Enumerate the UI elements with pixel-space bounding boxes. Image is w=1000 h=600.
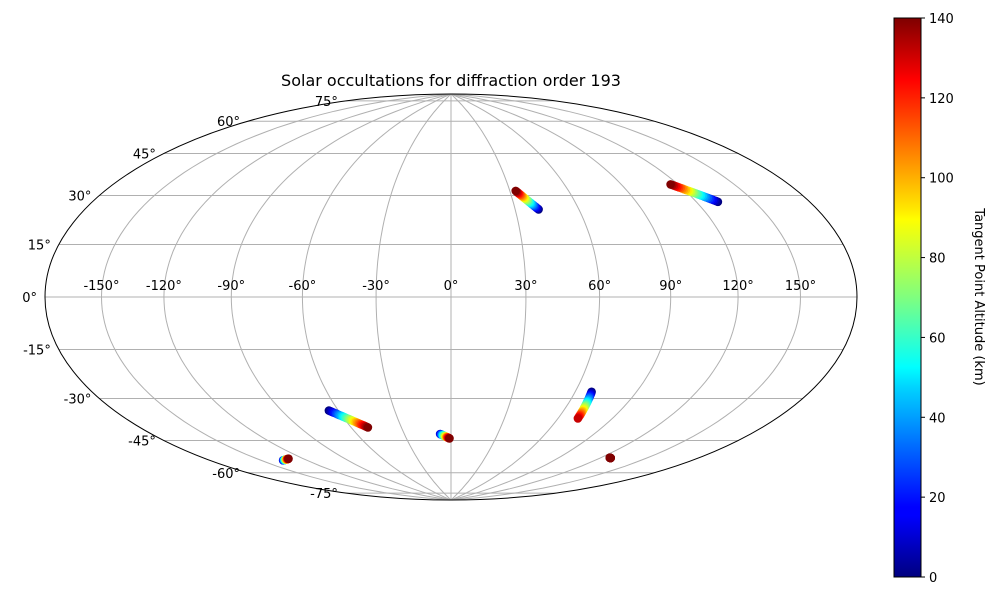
- longitude-tick-label: 0°: [444, 279, 459, 294]
- latitude-tick-label: -75°: [310, 487, 338, 502]
- longitude-labels: -150° -120° -90° -60° -30° 0° 30° 60° 90° 120° 150…: [83, 279, 816, 294]
- longitude-tick-label: 90°: [659, 279, 682, 294]
- latitude-tick-label: -15°: [23, 344, 51, 359]
- occultation-point: [573, 414, 583, 423]
- colorbar-ticks: 0 20 40 60 80 100 120 140: [921, 12, 954, 586]
- latitude-tick-label: -30°: [64, 393, 92, 408]
- occultation-point: [284, 454, 293, 464]
- latitude-tick-label: -60°: [212, 467, 240, 482]
- latitude-tick-label: 30°: [68, 190, 91, 205]
- colorbar-label: Tangent Point Altitude (km): [971, 207, 986, 385]
- longitude-tick-label: -120°: [146, 279, 182, 294]
- occultation-point: [606, 453, 615, 463]
- colorbar-tick-label: 60: [929, 331, 946, 346]
- occultation-point: [363, 423, 373, 432]
- latitude-tick-label: 60°: [217, 115, 240, 130]
- data-points: [278, 180, 723, 465]
- latitude-tick-label: -45°: [128, 435, 156, 450]
- chart-title: Solar occultations for diffraction order…: [281, 71, 621, 90]
- latitude-tick-label: 45°: [133, 147, 156, 162]
- longitude-tick-label: -150°: [83, 279, 119, 294]
- colorbar-tick-label: 40: [929, 411, 946, 426]
- longitude-tick-label: 150°: [785, 279, 816, 294]
- latitude-tick-label: 75°: [315, 95, 338, 110]
- longitude-tick-label: -60°: [289, 279, 317, 294]
- colorbar-tick-label: 20: [929, 491, 946, 506]
- colorbar-tick-label: 100: [929, 172, 954, 187]
- occultation-point: [511, 186, 520, 196]
- latitude-tick-label: 15°: [28, 238, 51, 253]
- latitude-labels: 75° 60° 45° 30° 15° 0° -15° -30° -45° -60° -75°: [22, 95, 338, 502]
- colorbar-tick-label: 140: [929, 12, 954, 27]
- occultation-point: [666, 180, 675, 189]
- colorbar-tick-label: 80: [929, 252, 946, 267]
- colorbar-tick-label: 0: [929, 571, 937, 586]
- longitude-tick-label: -90°: [217, 279, 245, 294]
- longitude-tick-label: 30°: [514, 279, 537, 294]
- colorbar: [893, 17, 922, 578]
- occultation-point: [445, 434, 454, 443]
- colorbar-tick-label: 120: [929, 92, 954, 107]
- map-boundary: [44, 93, 858, 501]
- longitude-tick-label: -30°: [362, 279, 390, 294]
- longitude-tick-label: 120°: [722, 279, 753, 294]
- latitude-tick-label: 0°: [22, 291, 37, 306]
- longitude-tick-label: 60°: [588, 279, 611, 294]
